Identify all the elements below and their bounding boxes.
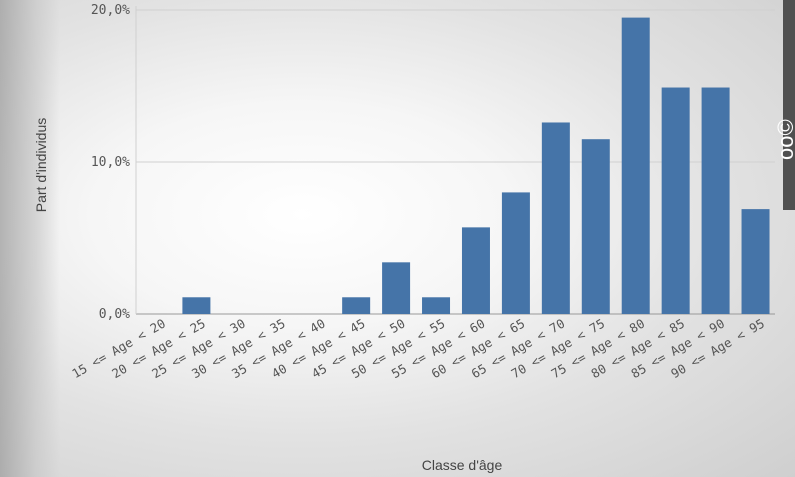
- y-axis-title: Part d'individus: [33, 118, 49, 213]
- bar[interactable]: [461, 227, 490, 314]
- bar[interactable]: [581, 139, 610, 314]
- bar[interactable]: [701, 87, 730, 315]
- y-tick-label: 10,0%: [91, 155, 130, 170]
- bar[interactable]: [422, 297, 451, 314]
- bar[interactable]: [541, 122, 570, 314]
- x-axis-title: Classe d'âge: [422, 457, 503, 473]
- bar[interactable]: [621, 17, 650, 314]
- bar[interactable]: [501, 192, 530, 314]
- bar[interactable]: [661, 87, 690, 315]
- side-panel-edge: [783, 0, 795, 210]
- side-panel-text: oo©: [773, 119, 795, 160]
- y-tick-label: 20,0%: [91, 3, 130, 18]
- bar[interactable]: [741, 209, 770, 314]
- bar[interactable]: [382, 262, 411, 314]
- bar[interactable]: [342, 297, 371, 314]
- bar[interactable]: [182, 297, 211, 314]
- y-tick-label: 0,0%: [99, 307, 130, 322]
